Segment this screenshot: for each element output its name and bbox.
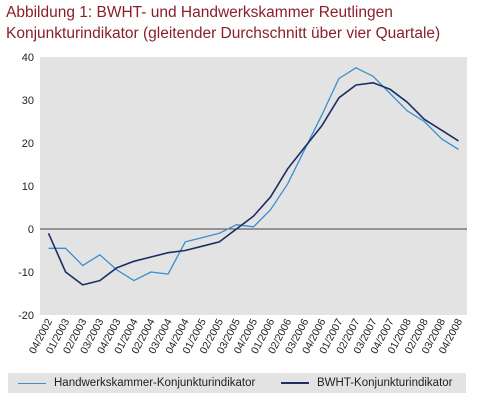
legend-label-handwerkskammer: Handwerkskammer-Konjunkturindikator bbox=[54, 377, 256, 389]
y-tick-label: 10 bbox=[22, 181, 34, 193]
legend-swatch-bwht bbox=[281, 382, 309, 384]
legend-item-bwht: BWHT-Konjunkturindikator bbox=[281, 373, 453, 393]
y-tick-label: 0 bbox=[28, 224, 34, 236]
y-tick-label: 20 bbox=[22, 138, 34, 150]
plot-area bbox=[40, 57, 467, 315]
chart-legend: Handwerkskammer-Konjunkturindikator BWHT… bbox=[8, 373, 466, 393]
series-lines bbox=[47, 67, 459, 286]
y-tick-label: 30 bbox=[22, 95, 34, 107]
chart-title-block: Abbildung 1: BWHT- und Handwerkskammer R… bbox=[6, 2, 476, 44]
x-axis-tick-labels: 04/200201/200302/200303/200304/200301/20… bbox=[27, 317, 465, 356]
chart-title: Abbildung 1: BWHT- und Handwerkskammer R… bbox=[6, 4, 393, 21]
chart-subtitle: Konjunkturindikator (gleitender Durchsch… bbox=[6, 25, 441, 42]
legend-label-bwht: BWHT-Konjunkturindikator bbox=[317, 377, 453, 389]
line-chart: -20 -10 0 10 20 30 40 04/200201/200302/200303/… bbox=[18, 52, 467, 356]
y-tick-label: 40 bbox=[22, 52, 34, 64]
y-axis-tick-labels: -20 -10 0 10 20 30 40 bbox=[18, 52, 34, 322]
y-tick-label: -10 bbox=[18, 267, 34, 279]
series-line-handwerkskammer bbox=[48, 67, 459, 282]
y-tick-label: -20 bbox=[18, 310, 34, 322]
legend-swatch-handwerkskammer bbox=[18, 382, 46, 384]
legend-item-handwerkskammer: Handwerkskammer-Konjunkturindikator bbox=[18, 373, 255, 393]
series-line-bwht bbox=[47, 82, 459, 286]
